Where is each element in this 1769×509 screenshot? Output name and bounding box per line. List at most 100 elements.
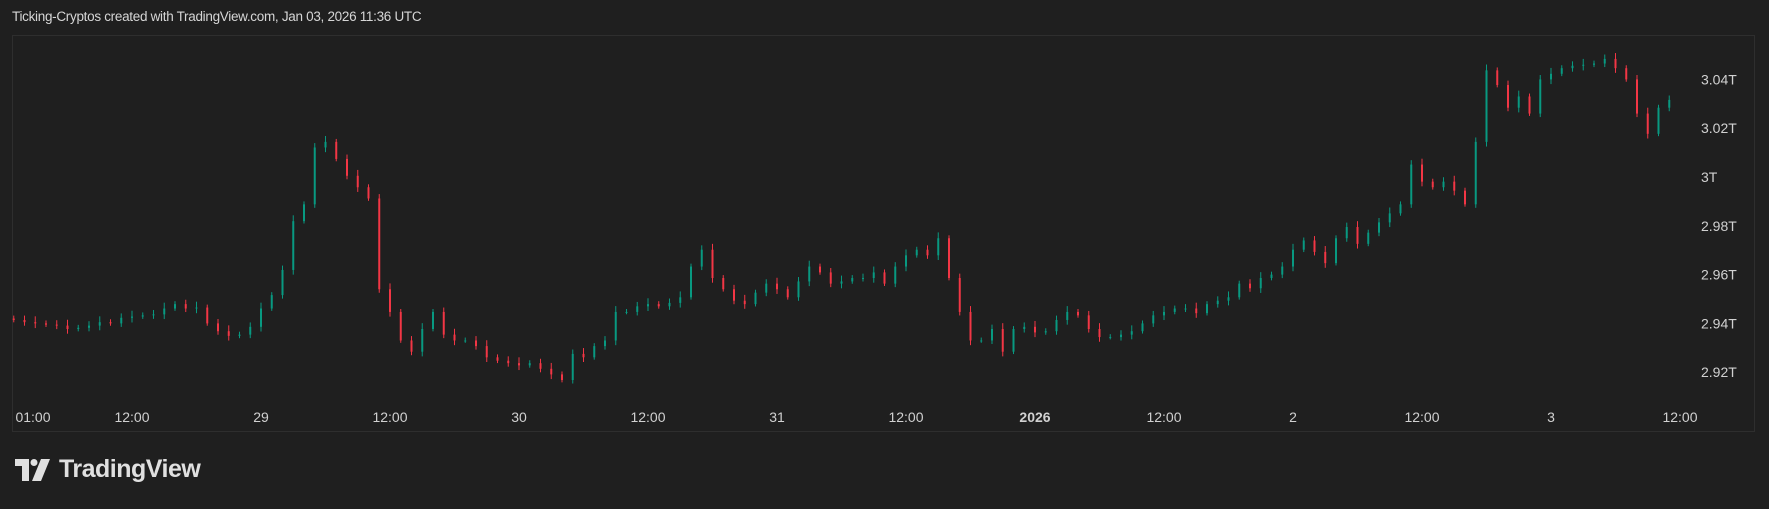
candle: [1270, 271, 1273, 281]
candle: [1130, 325, 1133, 340]
candle-body: [1356, 227, 1359, 244]
candle-body: [66, 325, 69, 330]
tradingview-logo[interactable]: TradingView: [15, 455, 201, 484]
candle-body: [281, 269, 284, 296]
candle-body: [485, 346, 488, 358]
candle: [367, 184, 370, 201]
candle-body: [1055, 319, 1058, 332]
candle-body: [23, 319, 26, 323]
candle: [1356, 221, 1359, 249]
candle-body: [614, 311, 617, 341]
candle-body: [496, 357, 499, 361]
candle: [66, 319, 69, 334]
candle-body: [1335, 238, 1337, 264]
candle-body: [249, 326, 252, 335]
candle-body: [647, 304, 649, 307]
candle: [442, 307, 445, 339]
candle-body: [292, 221, 295, 270]
candle: [88, 321, 90, 332]
candle-body: [98, 322, 101, 326]
candle: [34, 316, 37, 329]
candle: [1657, 104, 1660, 137]
candle-body: [1173, 308, 1176, 312]
candle-body: [926, 249, 929, 256]
candle: [303, 201, 305, 224]
candle-body: [1496, 70, 1499, 86]
candle: [1163, 306, 1165, 321]
candle-body: [1367, 232, 1370, 244]
candle: [958, 273, 961, 316]
candle: [227, 325, 230, 341]
candle-body: [1184, 308, 1187, 310]
candle: [1238, 280, 1241, 300]
candle-body: [1152, 315, 1155, 324]
candle: [1485, 64, 1488, 147]
candle: [1399, 201, 1402, 216]
candle-body: [937, 238, 940, 256]
candle: [1066, 306, 1069, 325]
candle-body: [421, 329, 424, 352]
candle-body: [819, 266, 821, 273]
candle: [1109, 334, 1112, 340]
time-axis[interactable]: 01:00 12:00 29 12:00 30 12:00 31 12:00 2026 12:00…: [15, 409, 1697, 425]
candle-body: [475, 340, 477, 347]
candle-body: [1603, 58, 1606, 64]
candle: [1195, 302, 1198, 318]
price-tick-label: 2.94T: [1701, 315, 1737, 331]
candle-body: [754, 292, 757, 305]
candle-body: [1270, 274, 1273, 279]
candle-body: [872, 272, 875, 279]
candle-body: [862, 278, 864, 280]
candle: [1517, 90, 1520, 113]
candle-body: [1249, 283, 1251, 289]
candle: [1528, 93, 1531, 116]
price-axis[interactable]: 3.04T 3.02T 3T 2.98T 2.96T 2.94T 2.92T: [1701, 71, 1737, 380]
candle: [528, 360, 531, 368]
candle-body: [561, 374, 563, 381]
price-chart[interactable]: 3.04T 3.02T 3T 2.98T 2.96T 2.94T 2.92T 01:00 12…: [0, 0, 1769, 440]
candle: [292, 215, 295, 275]
candle: [786, 286, 789, 300]
candle-body: [1410, 164, 1413, 205]
candle-body: [260, 308, 262, 327]
candle-body: [432, 311, 434, 330]
candle: [518, 357, 520, 371]
candle: [571, 349, 574, 384]
candle: [1345, 222, 1348, 242]
candle-body: [582, 353, 585, 358]
candle: [1001, 323, 1004, 357]
candle: [1603, 54, 1606, 68]
candle: [1077, 309, 1079, 318]
candle: [346, 154, 348, 180]
candle: [238, 331, 241, 339]
candle-body: [34, 322, 37, 324]
price-tick-label: 3T: [1701, 169, 1718, 185]
time-tick-label: 12:00: [114, 409, 149, 425]
candle: [593, 343, 596, 360]
candle: [1281, 262, 1284, 279]
candle: [808, 260, 811, 287]
candle-body: [163, 308, 166, 315]
candle: [1431, 178, 1434, 190]
candle-body: [722, 278, 725, 290]
time-tick-label: 29: [253, 409, 269, 425]
candle-body: [700, 249, 703, 267]
candle-body: [733, 289, 735, 301]
candle-body: [636, 306, 639, 312]
candle: [1646, 107, 1649, 139]
candle-body: [1485, 70, 1488, 142]
candle: [797, 277, 800, 301]
candle-body: [1109, 337, 1112, 339]
candle-body: [668, 302, 671, 307]
candle: [335, 138, 338, 162]
candle: [1582, 58, 1585, 71]
time-tick-label: 12:00: [1146, 409, 1181, 425]
candle: [55, 320, 58, 330]
candle-body: [1023, 326, 1026, 330]
candle-body: [217, 323, 219, 332]
candle: [217, 319, 219, 335]
candle-body: [1625, 68, 1628, 80]
candle: [1206, 301, 1208, 316]
candle: [915, 246, 918, 258]
candle-wick: [1109, 334, 1111, 340]
